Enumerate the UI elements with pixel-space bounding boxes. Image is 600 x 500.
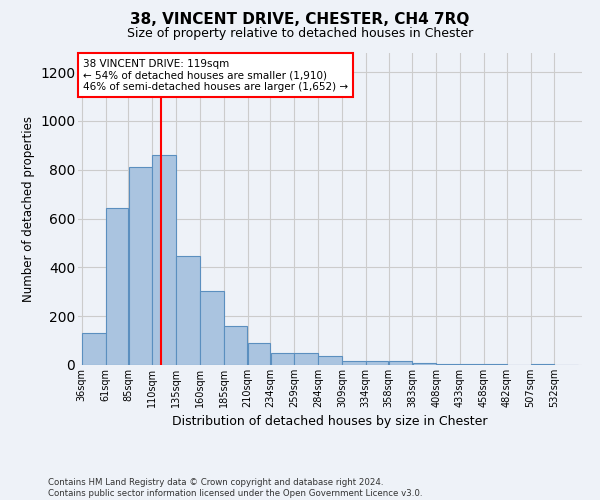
Bar (271, 353, 294, 365)
Bar (82, 334, 106, 365)
Bar (106, 208, 128, 365)
Bar (366, 360, 388, 365)
Bar (128, 167, 152, 365)
X-axis label: Distribution of detached houses by size in Chester: Distribution of detached houses by size … (172, 416, 488, 428)
Bar (342, 362, 365, 365)
Bar (460, 364, 484, 365)
Bar (318, 356, 342, 365)
Bar (176, 256, 200, 365)
Bar (413, 363, 436, 365)
Bar (484, 364, 506, 365)
Bar (224, 326, 247, 365)
Bar (248, 342, 271, 365)
Bar (389, 362, 412, 365)
Bar (436, 364, 460, 365)
Text: 38, VINCENT DRIVE, CHESTER, CH4 7RQ: 38, VINCENT DRIVE, CHESTER, CH4 7RQ (130, 12, 470, 28)
Bar (152, 155, 176, 365)
Text: Contains HM Land Registry data © Crown copyright and database right 2024.
Contai: Contains HM Land Registry data © Crown c… (48, 478, 422, 498)
Text: Size of property relative to detached houses in Chester: Size of property relative to detached ho… (127, 28, 473, 40)
Y-axis label: Number of detached properties: Number of detached properties (22, 116, 35, 302)
Bar (295, 354, 318, 365)
Bar (530, 364, 554, 365)
Bar (200, 290, 224, 365)
Text: 38 VINCENT DRIVE: 119sqm
← 54% of detached houses are smaller (1,910)
46% of sem: 38 VINCENT DRIVE: 119sqm ← 54% of detach… (83, 58, 348, 92)
